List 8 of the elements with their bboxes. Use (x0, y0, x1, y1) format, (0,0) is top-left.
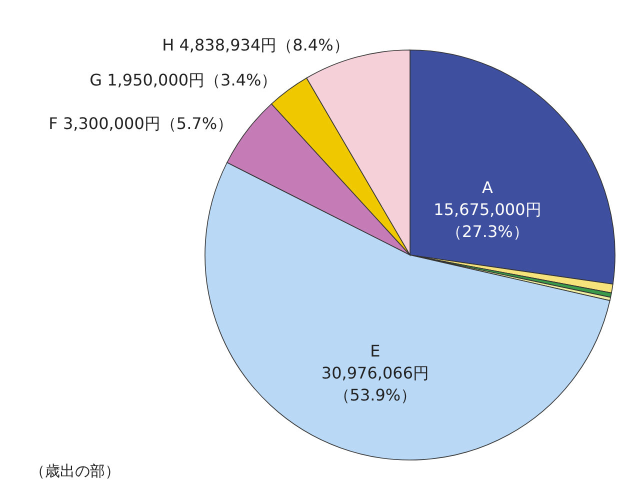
slice-label: H 4,838,934円（8.4%） (162, 36, 350, 55)
text: （歳出の部） (30, 462, 120, 481)
data-label: 30,976,066円（53.9%） (321, 363, 430, 404)
slice-label: E (370, 341, 380, 360)
slice-label: F 3,300,000円（5.7%） (48, 114, 234, 133)
slice-label: A (482, 178, 493, 197)
data-label: 15,675,000円（27.3%） (434, 200, 542, 241)
slice-label: G 1,950,000円（3.4%） (90, 70, 278, 90)
